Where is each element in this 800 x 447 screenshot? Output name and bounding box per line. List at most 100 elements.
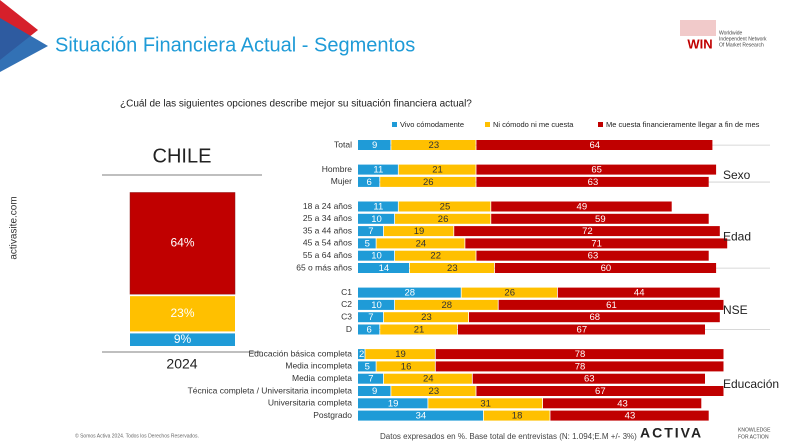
value-label: 28 [442,300,453,311]
value-label: 9 [372,140,377,151]
category-label: Universitaria completa [268,398,352,408]
value-label: 63 [584,374,595,385]
group-label: Sexo [723,168,751,182]
bar-segment [483,410,550,421]
win-name: WIN [687,36,712,51]
bar-segment [358,398,428,409]
bar-segment [461,287,557,298]
bar-segment [491,213,709,224]
value-label: 67 [595,386,606,397]
value-label: 43 [625,411,636,422]
value-label: 7 [368,312,373,323]
bar-segment [358,410,483,421]
value-label: 21 [432,165,443,176]
bar-segment [435,349,724,360]
win-tagline: Of Market Research [719,42,764,48]
copyright: © Somos Activa 2024. Todos los Derechos … [75,432,199,439]
value-label: 7 [368,226,373,237]
bar-segment [358,312,384,323]
value-label: 25 [440,202,451,213]
bar-segment [498,299,724,310]
bar-segment [358,324,380,335]
category-label: Educación básica completa [249,348,353,358]
bar-segment [358,299,395,310]
value-label: 10 [371,214,382,225]
bar-segment [491,201,672,212]
value-label: 23 [429,140,440,151]
bar-segment [380,176,476,187]
category-label: Media incompleta [285,361,352,371]
bar-segment [358,287,461,298]
group-label: Educación [723,377,779,391]
value-label: 44 [634,288,645,299]
bar-segment [358,250,395,261]
value-label: 19 [414,226,425,237]
value-label: 6 [366,177,371,188]
category-label: C2 [341,299,352,309]
brand-tagline: FOR ACTION [738,434,769,440]
bar-segment [391,386,476,396]
category-label: 25 a 34 años [303,213,352,223]
value-label: 19 [388,398,399,409]
bar-segment [129,192,236,295]
win-tagline: Independent Network [719,36,767,42]
value-label: 31 [480,398,491,409]
legend-label: Me cuesta financieramente llegar a fin d… [606,120,760,129]
value-label: 63 [588,251,599,262]
value-label: 11 [373,202,383,213]
bar-segment [557,287,720,298]
value-label: 67 [577,325,588,336]
bar-segment [457,324,705,335]
title: Situación Financiera Actual - Segmentos [55,34,415,56]
legend-swatch [392,122,397,127]
value-label: 9% [174,332,192,346]
value-label: 7 [368,374,373,385]
bar-segment [358,213,395,224]
bar-segment [376,361,435,372]
value-label: 71 [591,238,602,249]
bar-segment [398,201,491,212]
bar-segment [454,226,720,237]
bar-segment [395,299,498,310]
value-label: 10 [371,251,382,262]
bar-segment [465,238,728,249]
bar-segment [409,263,495,273]
value-label: 21 [414,325,425,336]
bar-segment [391,140,476,150]
bar-segment [476,250,709,261]
value-label: 9 [372,386,377,397]
value-label: 22 [430,251,441,262]
value-label: 64 [590,140,601,151]
x-tick-label: 2024 [166,356,197,372]
value-label: 14 [379,263,390,274]
value-label: 10 [371,300,382,311]
bar-segment [383,373,472,384]
bar-segment [550,410,709,421]
value-label: 72 [582,226,593,237]
value-label: 34 [416,411,427,422]
category-label: Técnica completa / Universitaria incompl… [188,385,353,395]
bar-segment [476,176,709,187]
footnote: Datos expresados en %. Base total de ent… [380,432,637,441]
value-label: 2 [359,349,364,360]
win-map [680,20,716,36]
bar-segment [358,201,398,212]
bar-segment [358,361,376,372]
bar-segment [435,361,724,372]
value-label: 26 [423,177,434,188]
value-label: 6 [366,325,371,336]
category-label: Hombre [322,164,353,174]
brand: ACTIVA [640,425,703,441]
value-label: 28 [405,288,416,299]
group-label: Edad [723,229,751,243]
value-label: 78 [575,349,586,360]
bar-segment [476,140,713,150]
value-label: 24 [423,374,434,385]
bar-segment [358,373,384,384]
value-label: 43 [617,398,628,409]
value-label: 65 [591,165,602,176]
bar-segment [398,164,476,175]
category-label: Mujer [331,176,352,186]
value-label: 59 [595,214,606,225]
